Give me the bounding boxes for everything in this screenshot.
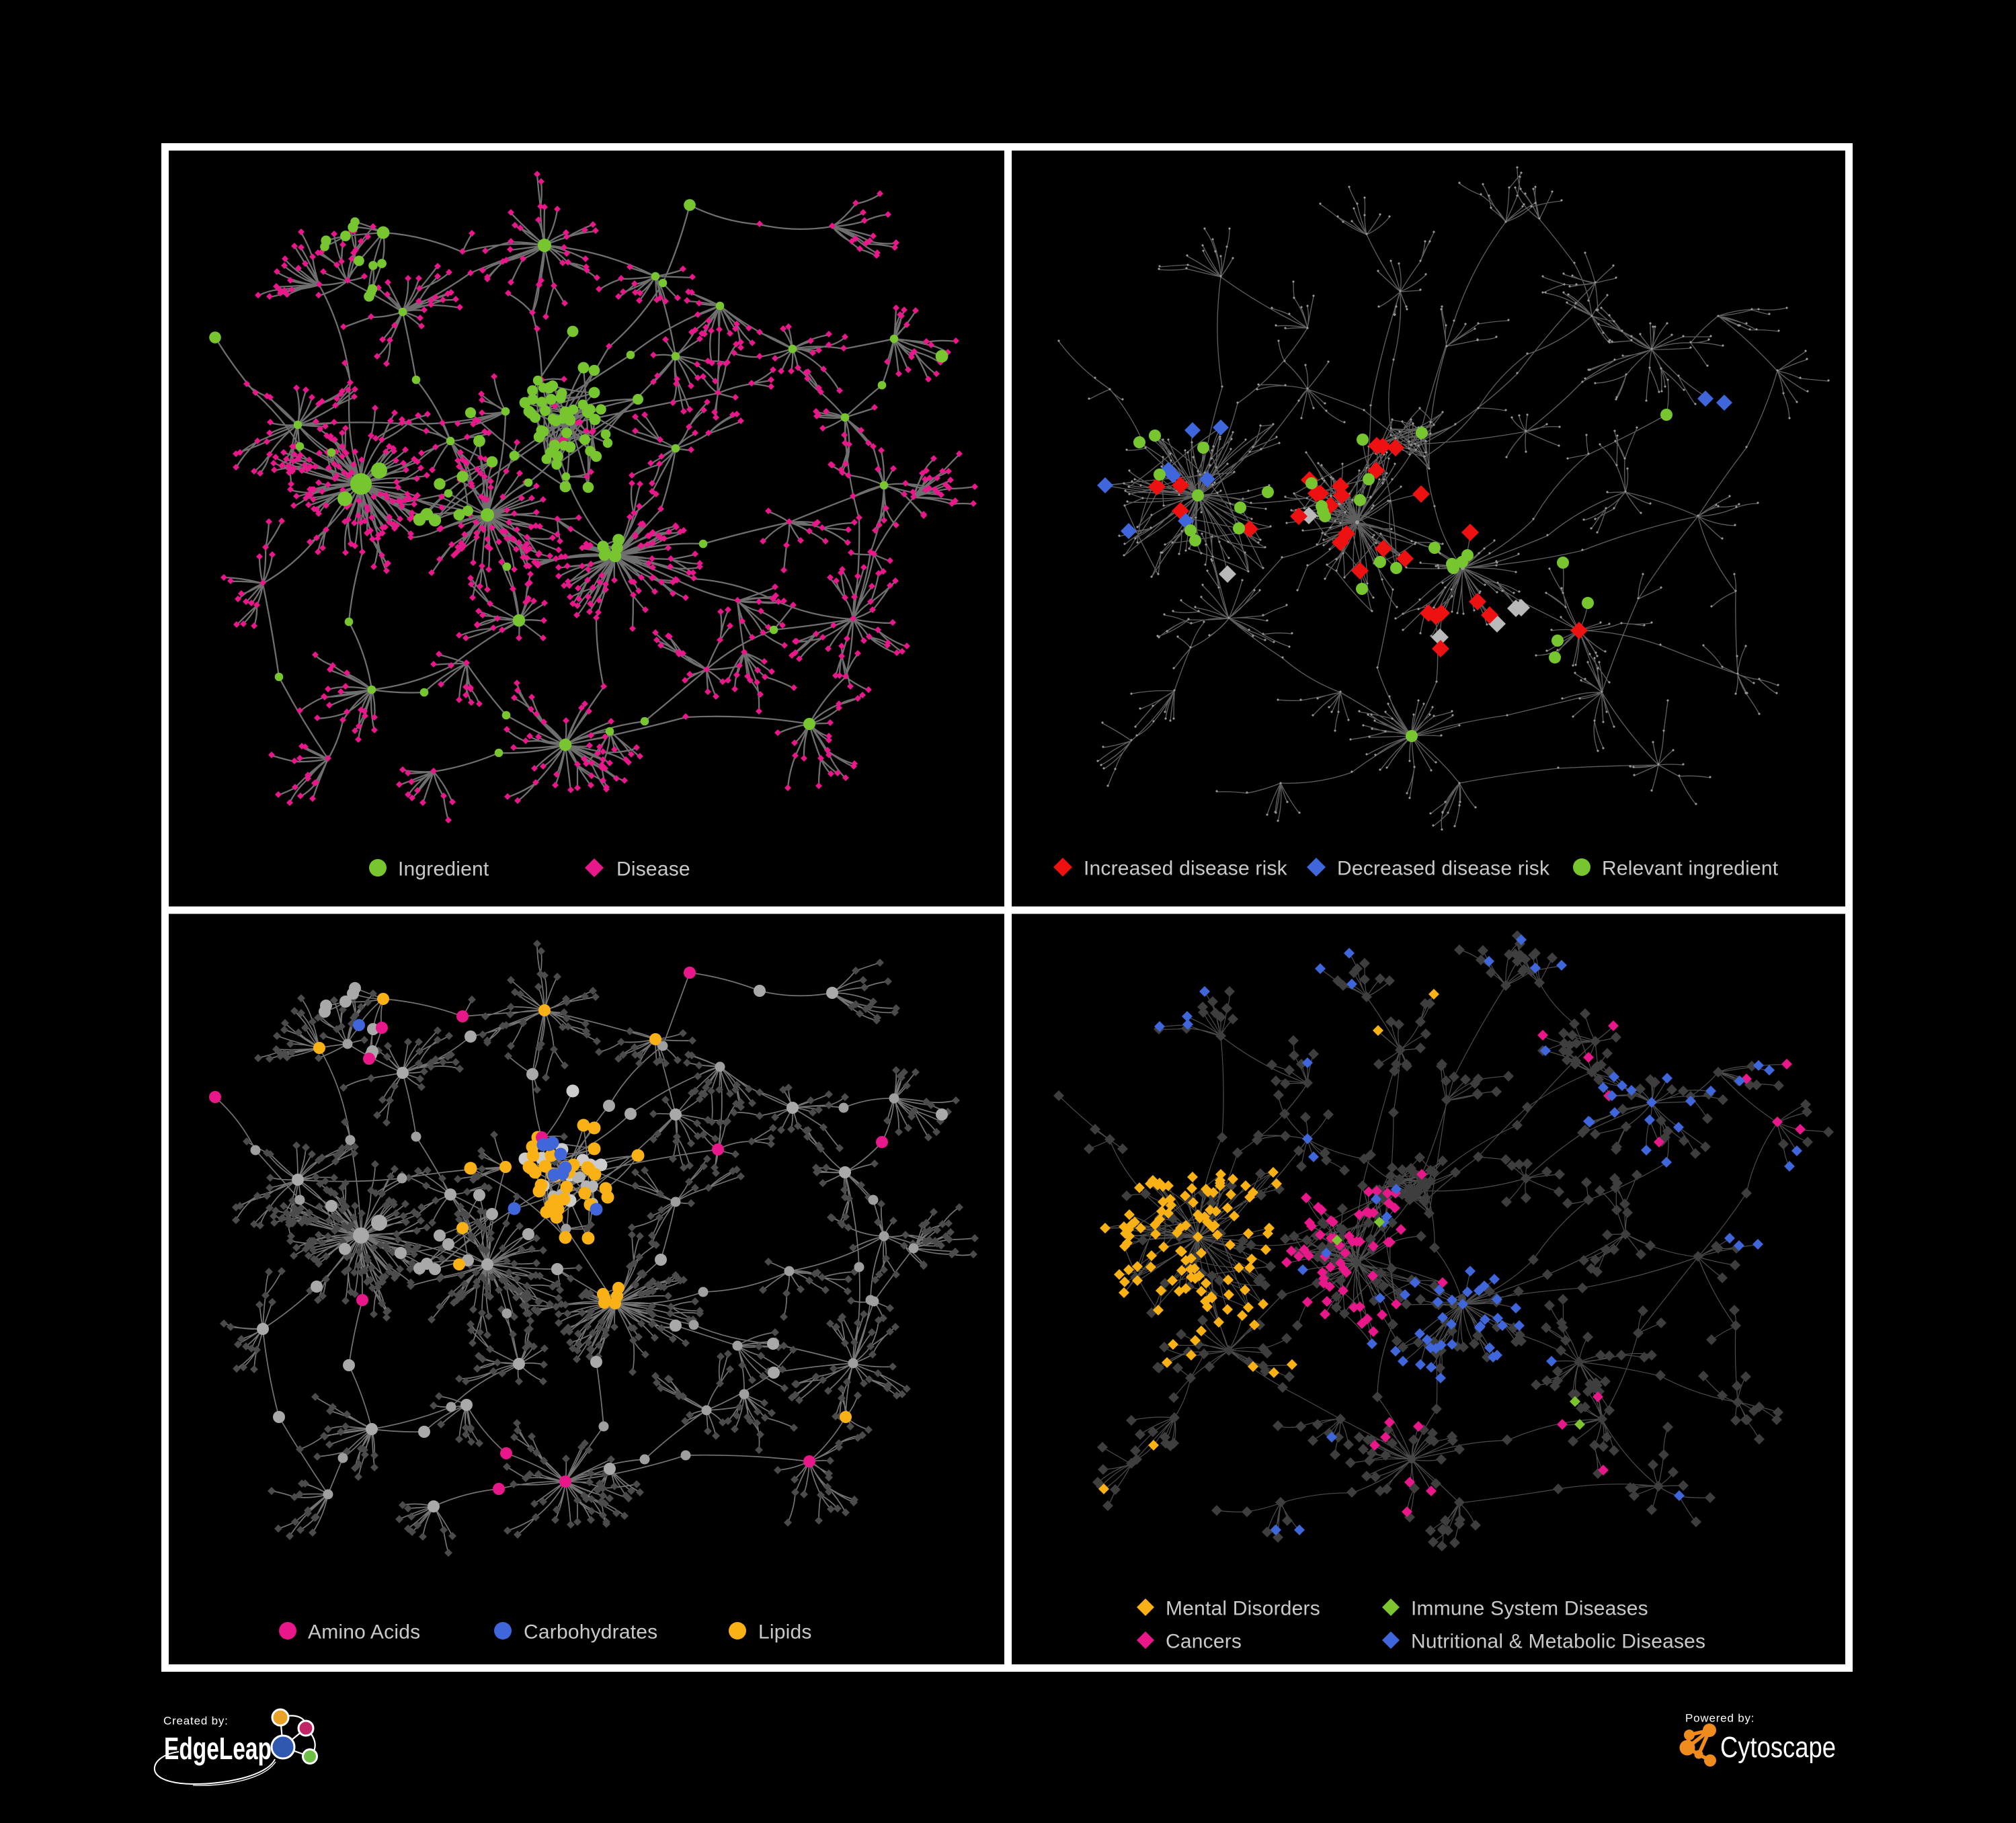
svg-text:Powered by:: Powered by: [1685,1712,1755,1725]
svg-text:Immune System Diseases: Immune System Diseases [1411,1598,1648,1620]
svg-text:Ingredient: Ingredient [398,858,489,881]
svg-text:Cytoscape: Cytoscape [1720,1731,1836,1764]
svg-text:Nutritional & Metabolic Diseas: Nutritional & Metabolic Diseases [1411,1631,1705,1653]
svg-text:Relevant ingredient: Relevant ingredient [1602,858,1779,880]
svg-text:Created by:: Created by: [163,1715,229,1728]
svg-text:Amino Acids: Amino Acids [308,1621,420,1644]
svg-text:Decreased disease risk: Decreased disease risk [1337,858,1550,880]
svg-text:Disease: Disease [616,858,690,881]
svg-text:Increased disease risk: Increased disease risk [1084,858,1288,880]
svg-text:Cancers: Cancers [1166,1631,1242,1653]
svg-text:Lipids: Lipids [758,1621,812,1644]
svg-text:Mental Disorders: Mental Disorders [1166,1598,1320,1620]
svg-text:EdgeLeap: EdgeLeap [164,1731,272,1766]
svg-text:Carbohydrates: Carbohydrates [524,1621,657,1644]
